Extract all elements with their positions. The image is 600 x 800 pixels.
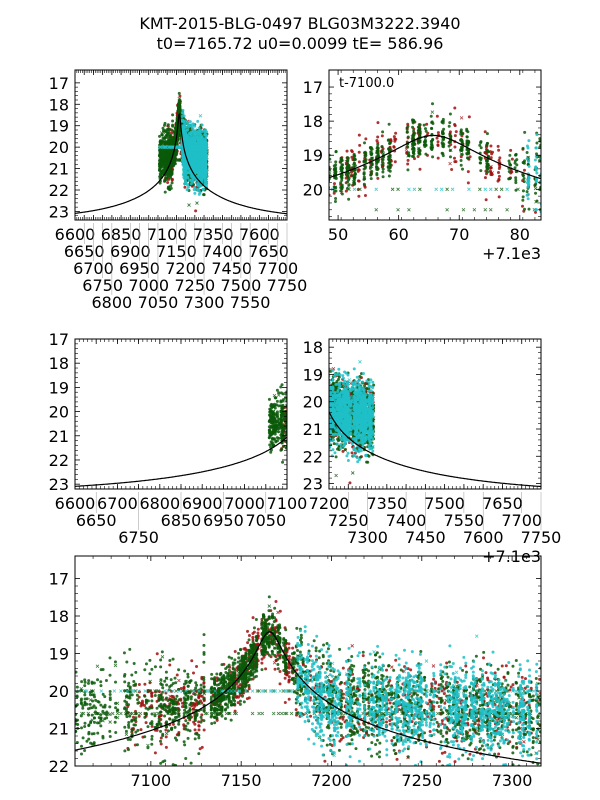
cyan-point	[193, 186, 197, 190]
overview-points	[157, 91, 209, 213]
cyan-point	[182, 114, 186, 118]
cyan-point	[193, 124, 197, 128]
cyan-point	[186, 128, 190, 132]
green-point	[171, 113, 175, 117]
green-point	[175, 151, 179, 155]
cyan-x-point	[198, 113, 203, 118]
cyan-point	[193, 191, 197, 195]
figure-title-line2: t0=7165.72 u0=0.0099 tE= 586.96	[156, 34, 444, 53]
cyan-point	[186, 183, 190, 187]
green-point	[170, 172, 174, 176]
green-point	[169, 176, 173, 180]
green-point	[169, 184, 173, 188]
cyan-point	[183, 123, 187, 127]
green-point	[166, 123, 170, 127]
cyan-point	[181, 108, 185, 112]
cyan-point	[185, 121, 189, 125]
red-point	[183, 185, 187, 189]
red-point	[194, 209, 198, 213]
green-point	[173, 162, 177, 166]
green-x-point	[195, 201, 199, 205]
red-point	[178, 94, 182, 98]
cyan-point	[186, 175, 190, 179]
cyan-point	[181, 111, 185, 115]
green-point	[163, 121, 167, 125]
cyan-point	[183, 125, 187, 129]
cyan-point	[184, 180, 188, 184]
green-point	[161, 126, 165, 130]
green-point	[169, 186, 173, 190]
cyan-point	[183, 119, 187, 123]
cyan-point	[193, 132, 197, 136]
figure-title-line1: KMT-2015-BLG-0497 BLG03M3222.3940	[139, 14, 461, 33]
cyan-point	[189, 133, 193, 137]
green-point	[171, 119, 175, 123]
green-point	[178, 103, 182, 107]
green-point	[158, 134, 162, 138]
green-point	[163, 190, 167, 194]
cyan-point	[185, 188, 189, 192]
green-point	[170, 181, 174, 185]
green-point	[177, 91, 181, 95]
green-point	[167, 127, 171, 131]
overview-panel: 1718192021222366006650670067506800685069…	[49, 69, 307, 312]
cyan-point	[198, 191, 202, 195]
green-x-point	[187, 203, 191, 207]
green-point	[176, 137, 180, 141]
cyan-point	[197, 126, 201, 130]
green-point	[160, 165, 164, 169]
cyan-point	[196, 119, 200, 123]
red-point	[166, 181, 170, 185]
cyan-point	[200, 123, 204, 127]
cyan-point	[191, 127, 195, 131]
green-point	[178, 98, 182, 102]
green-point	[175, 148, 179, 152]
cyan-point	[186, 185, 190, 189]
cyan-point	[200, 179, 204, 183]
cyan-point	[186, 134, 190, 138]
green-point	[171, 124, 175, 128]
green-point	[202, 193, 206, 197]
red-point	[170, 131, 174, 135]
cyan-point	[188, 120, 192, 124]
green-point	[160, 133, 164, 137]
green-point	[175, 142, 179, 146]
cyan-point	[201, 187, 205, 191]
